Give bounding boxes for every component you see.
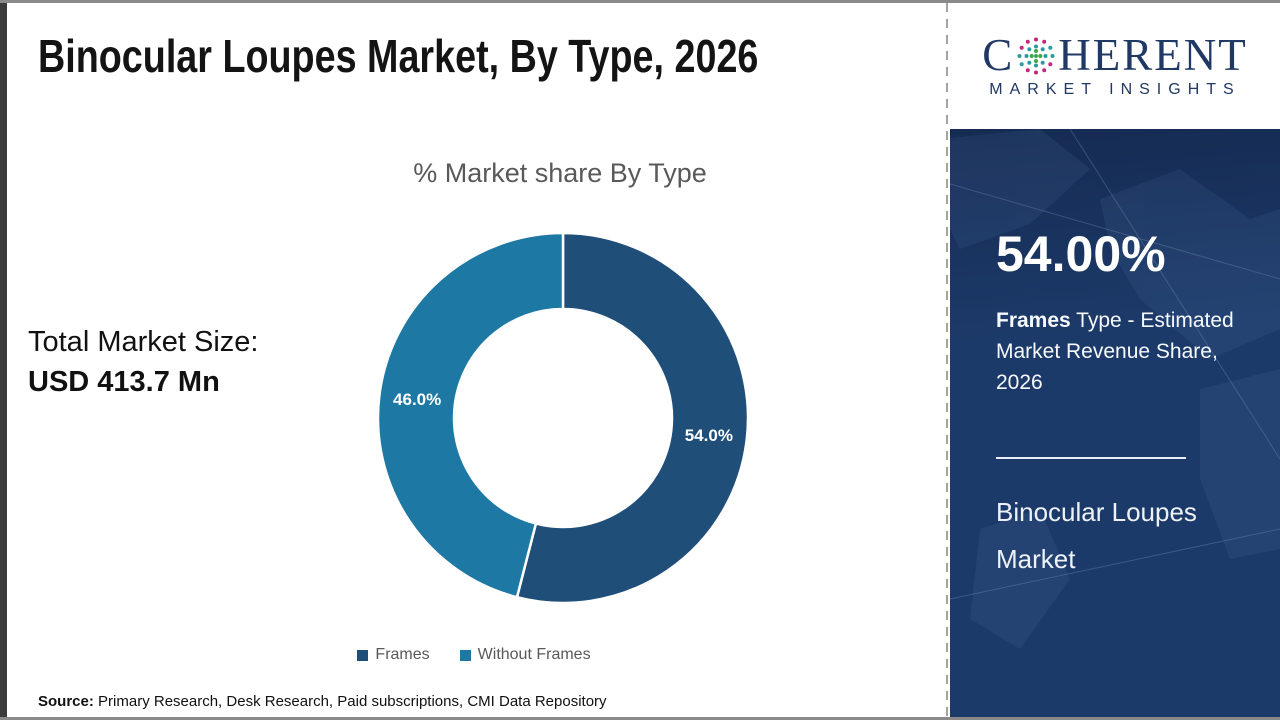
brand-wordmark: C bbox=[982, 33, 1248, 78]
page-title: Binocular Loupes Market, By Type, 2026 bbox=[38, 30, 759, 82]
stat-description-rest: Type - Estimated Market Revenue Share, 2… bbox=[996, 309, 1234, 394]
world-map-texture bbox=[950, 129, 1280, 649]
stat-description: Frames Type - Estimated Market Revenue S… bbox=[996, 305, 1250, 398]
chart-legend: Frames Without Frames bbox=[0, 646, 948, 664]
legend-item-frames: Frames bbox=[357, 646, 430, 664]
dotted-globe-icon bbox=[1017, 37, 1055, 74]
brand-subtitle: MARKET INSIGHTS bbox=[989, 81, 1241, 98]
sidebar-panel: 54.00% Frames Type - Estimated Market Re… bbox=[950, 129, 1280, 717]
donut-segment-without-frames bbox=[376, 231, 565, 599]
legend-item-without-frames: Without Frames bbox=[459, 646, 591, 664]
brand-letters-rest: HERENT bbox=[1058, 30, 1248, 80]
chart-title: % Market share By Type bbox=[413, 158, 707, 188]
stat-description-bold: Frames bbox=[996, 309, 1071, 332]
top-border-line bbox=[0, 0, 1280, 3]
data-label-without-frames: 46.0% bbox=[393, 389, 442, 409]
data-label-frames: 54.0% bbox=[684, 426, 733, 446]
legend-label: Without Frames bbox=[477, 646, 591, 663]
total-market-size-label: Total Market Size: bbox=[28, 326, 259, 358]
brand-logo-area: C bbox=[950, 3, 1280, 129]
market-name: Binocular Loupes Market bbox=[996, 497, 1197, 574]
donut-segment-frames bbox=[515, 231, 750, 605]
stat-value: 54.00% bbox=[996, 226, 1166, 282]
total-market-size-block: Total Market Size: USD 413.7 Mn bbox=[28, 322, 258, 402]
dashed-separator-line bbox=[946, 3, 948, 717]
total-market-size-value: USD 413.7 Mn bbox=[28, 366, 220, 398]
legend-label: Frames bbox=[375, 646, 430, 663]
source-label: Source: bbox=[38, 693, 94, 710]
source-note: Source: Primary Research, Desk Research,… bbox=[38, 693, 607, 710]
donut-chart: 54.0% 46.0% bbox=[373, 228, 753, 608]
legend-swatch bbox=[357, 649, 369, 661]
bottom-border-line bbox=[0, 717, 1280, 720]
brand-letter-c: C bbox=[982, 30, 1015, 80]
left-border-bar bbox=[0, 0, 7, 720]
source-text: Primary Research, Desk Research, Paid su… bbox=[93, 693, 607, 710]
legend-swatch bbox=[459, 649, 471, 661]
divider-line bbox=[996, 457, 1186, 459]
